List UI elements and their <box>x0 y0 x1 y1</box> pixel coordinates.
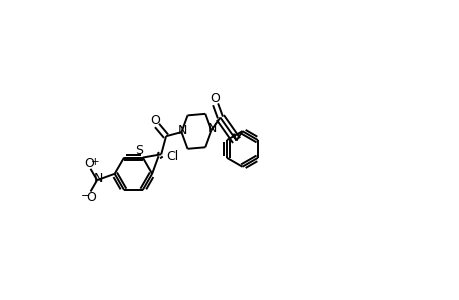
Text: Cl: Cl <box>166 150 179 163</box>
Text: O: O <box>210 92 220 106</box>
Text: O: O <box>150 114 160 127</box>
Text: N: N <box>207 122 217 135</box>
Text: N: N <box>93 172 102 185</box>
Text: +: + <box>91 157 100 167</box>
Text: O: O <box>84 157 94 170</box>
Text: −: − <box>80 191 90 201</box>
Text: S: S <box>135 144 143 157</box>
Text: O: O <box>86 191 96 204</box>
Text: N: N <box>178 124 187 137</box>
